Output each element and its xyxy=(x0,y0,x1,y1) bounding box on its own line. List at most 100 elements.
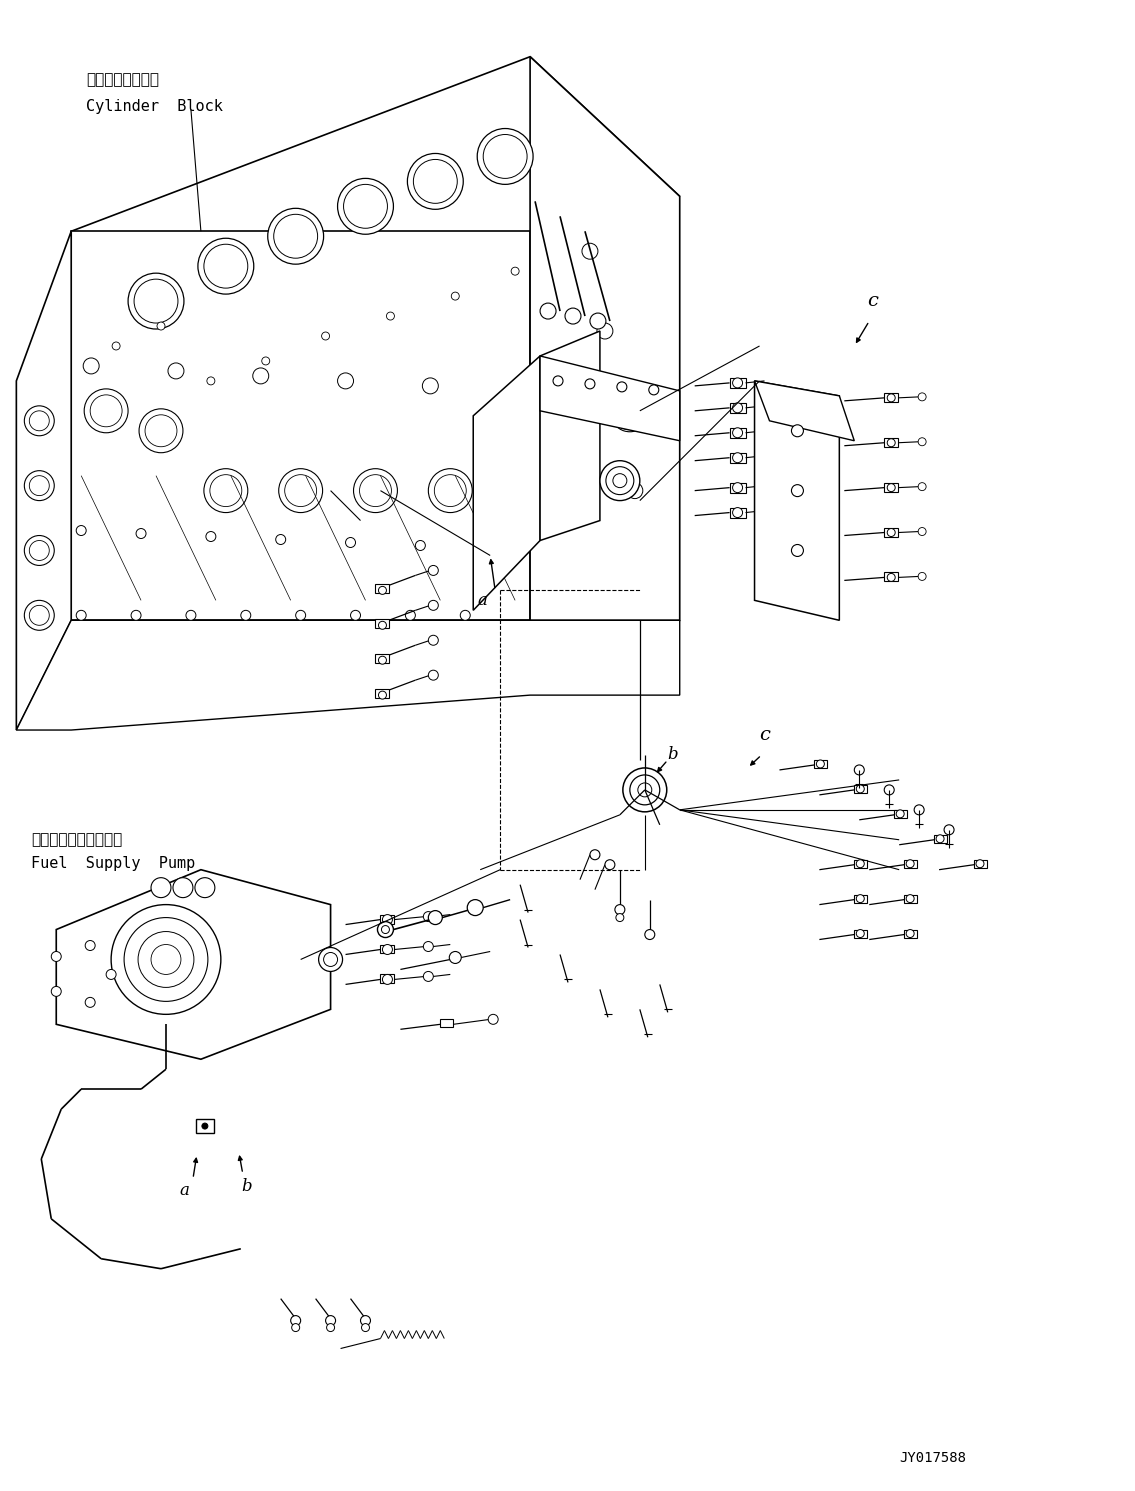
Circle shape xyxy=(351,610,361,620)
Circle shape xyxy=(477,128,533,185)
Circle shape xyxy=(285,474,317,507)
Circle shape xyxy=(613,474,627,488)
Circle shape xyxy=(291,1315,301,1325)
Circle shape xyxy=(461,610,470,620)
Circle shape xyxy=(468,899,484,915)
Circle shape xyxy=(378,622,386,629)
Circle shape xyxy=(76,525,86,535)
Circle shape xyxy=(423,972,434,981)
Bar xyxy=(376,619,389,628)
Bar xyxy=(905,929,917,938)
Circle shape xyxy=(24,406,54,435)
Circle shape xyxy=(326,1315,336,1325)
Circle shape xyxy=(856,784,864,793)
Circle shape xyxy=(381,926,389,933)
Circle shape xyxy=(732,428,742,438)
Circle shape xyxy=(485,544,495,553)
Circle shape xyxy=(107,969,116,980)
Circle shape xyxy=(321,332,329,340)
Circle shape xyxy=(627,483,642,498)
Bar xyxy=(380,944,395,953)
Circle shape xyxy=(323,953,337,966)
Circle shape xyxy=(553,376,563,386)
Polygon shape xyxy=(755,380,840,620)
Circle shape xyxy=(645,929,655,939)
Circle shape xyxy=(615,905,625,914)
Circle shape xyxy=(378,692,386,699)
Circle shape xyxy=(327,1324,335,1331)
Circle shape xyxy=(816,760,824,768)
Bar xyxy=(730,453,746,462)
Circle shape xyxy=(295,610,305,620)
Bar xyxy=(440,1020,453,1027)
Bar xyxy=(884,528,898,537)
Circle shape xyxy=(173,878,193,898)
Circle shape xyxy=(612,403,628,419)
Circle shape xyxy=(791,544,804,556)
Circle shape xyxy=(638,783,651,796)
Circle shape xyxy=(415,541,426,550)
Text: b: b xyxy=(667,747,679,763)
Circle shape xyxy=(428,565,438,576)
Circle shape xyxy=(914,805,924,814)
Circle shape xyxy=(24,471,54,501)
Circle shape xyxy=(112,341,120,350)
Circle shape xyxy=(353,468,397,513)
Circle shape xyxy=(422,377,438,394)
Text: シリンダブロック: シリンダブロック xyxy=(86,72,159,86)
Circle shape xyxy=(732,483,742,492)
Circle shape xyxy=(791,425,804,437)
Circle shape xyxy=(936,835,944,842)
Circle shape xyxy=(344,185,387,228)
Circle shape xyxy=(186,610,196,620)
Circle shape xyxy=(428,635,438,646)
Circle shape xyxy=(90,395,123,426)
Bar xyxy=(730,507,746,517)
Circle shape xyxy=(888,528,896,537)
Circle shape xyxy=(276,534,286,544)
Circle shape xyxy=(51,951,61,962)
Circle shape xyxy=(85,941,95,950)
Circle shape xyxy=(168,362,184,379)
Circle shape xyxy=(345,538,355,547)
Circle shape xyxy=(888,438,896,447)
Circle shape xyxy=(944,825,955,835)
Polygon shape xyxy=(16,231,72,731)
Circle shape xyxy=(597,324,613,338)
Text: c: c xyxy=(867,292,878,310)
Circle shape xyxy=(205,531,216,541)
Bar xyxy=(730,377,746,388)
Circle shape xyxy=(918,528,926,535)
Circle shape xyxy=(382,914,393,924)
Circle shape xyxy=(386,312,395,321)
Circle shape xyxy=(378,921,394,938)
Bar xyxy=(815,760,827,768)
Circle shape xyxy=(253,368,269,383)
Circle shape xyxy=(888,394,896,403)
Circle shape xyxy=(565,309,581,324)
Polygon shape xyxy=(72,231,530,620)
Circle shape xyxy=(888,574,896,581)
Bar xyxy=(855,929,867,938)
Circle shape xyxy=(897,810,905,819)
Circle shape xyxy=(590,850,600,860)
Circle shape xyxy=(76,610,86,620)
Bar xyxy=(905,895,917,902)
Circle shape xyxy=(423,941,434,951)
Circle shape xyxy=(428,601,438,610)
Circle shape xyxy=(616,914,624,921)
Circle shape xyxy=(918,438,926,446)
Text: a: a xyxy=(179,1182,188,1199)
Circle shape xyxy=(151,878,171,898)
Circle shape xyxy=(405,610,415,620)
Circle shape xyxy=(906,860,914,868)
Circle shape xyxy=(195,878,215,898)
Circle shape xyxy=(85,997,95,1008)
Circle shape xyxy=(540,303,556,319)
Circle shape xyxy=(884,784,894,795)
Bar xyxy=(894,810,907,819)
Circle shape xyxy=(84,389,128,432)
Circle shape xyxy=(484,134,527,179)
Circle shape xyxy=(515,547,526,556)
Text: JY017588: JY017588 xyxy=(899,1451,966,1466)
